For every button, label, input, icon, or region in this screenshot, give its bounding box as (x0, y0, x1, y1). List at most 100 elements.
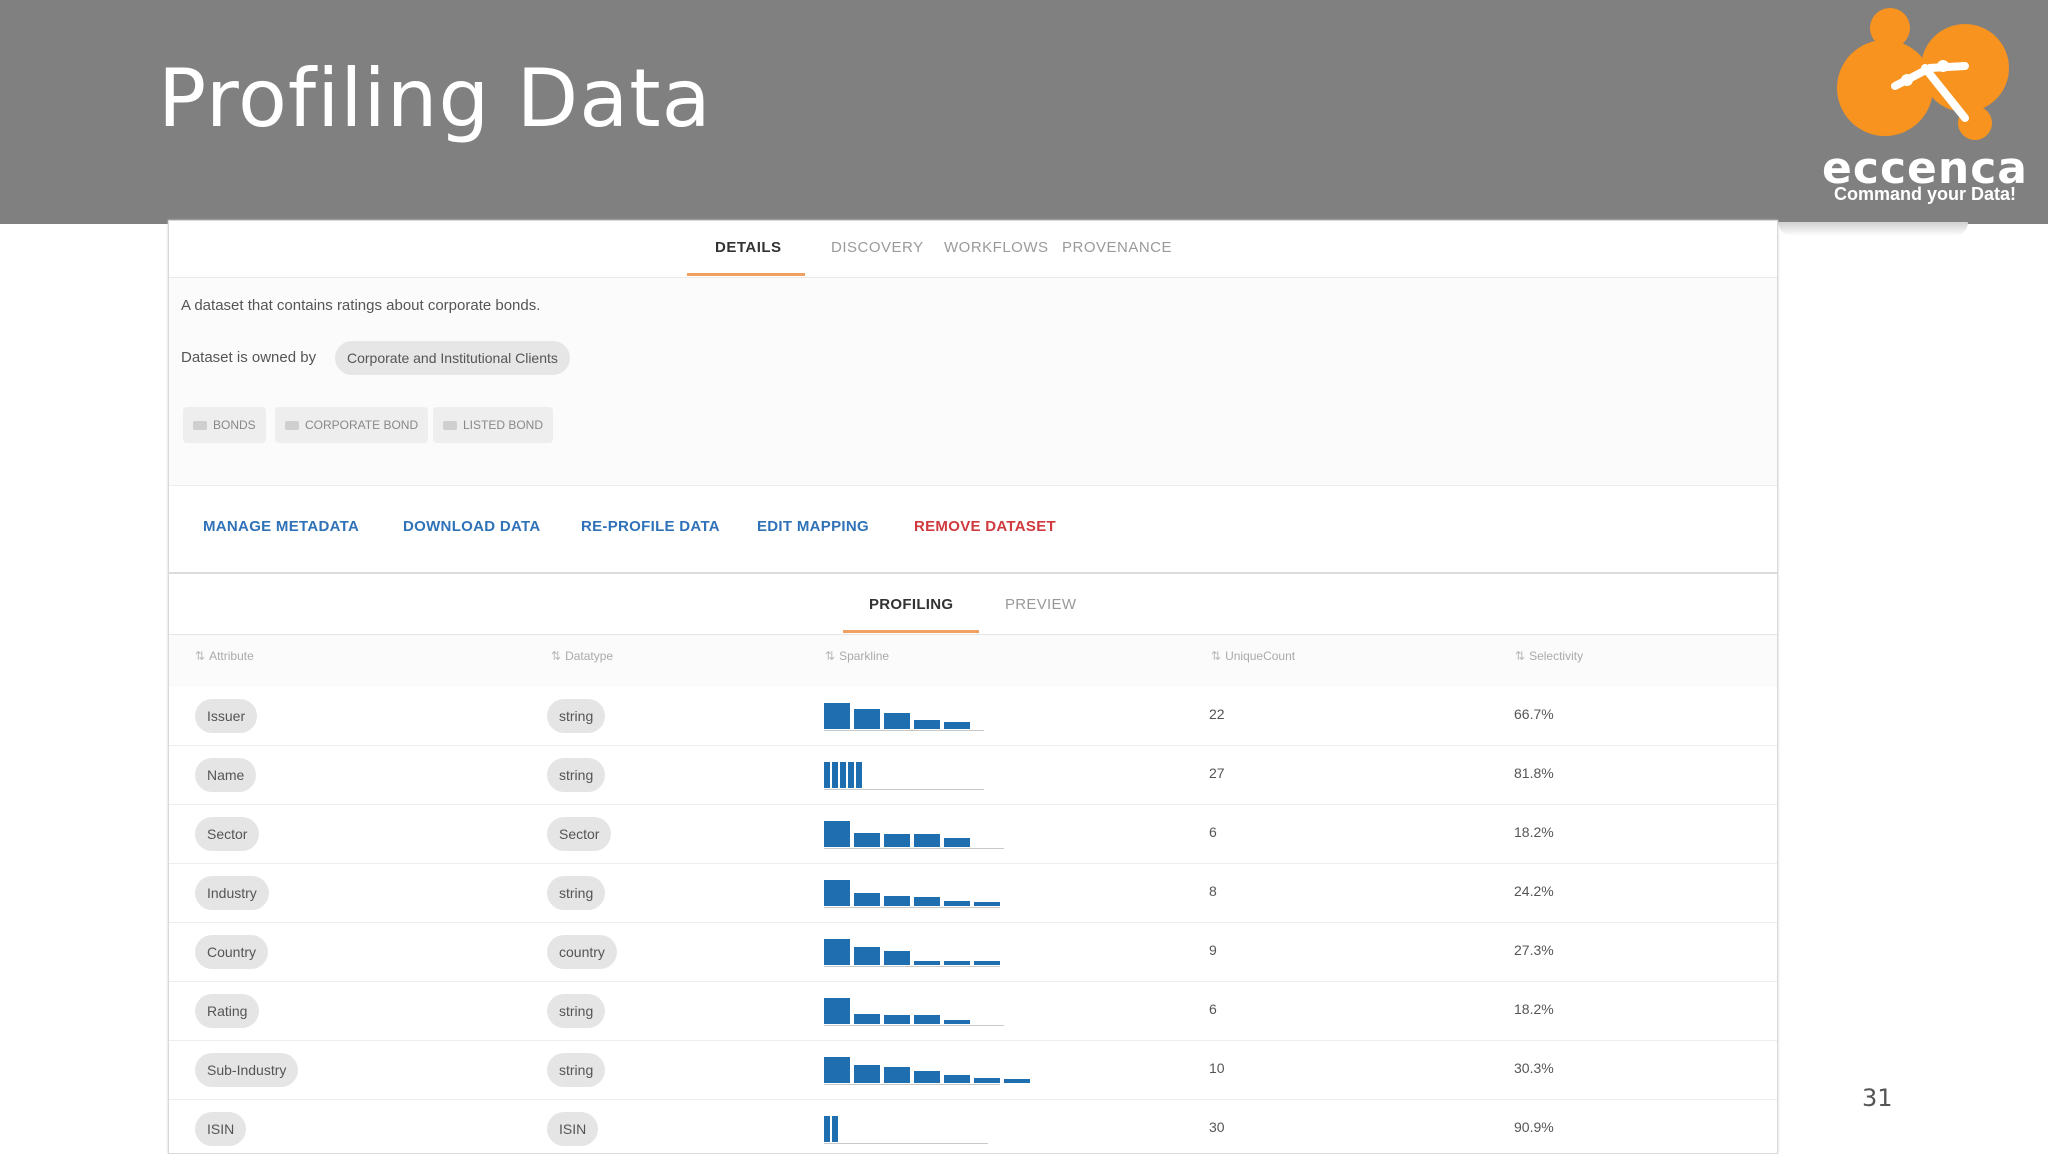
selectivity-cell: 30.3% (1514, 1060, 1554, 1076)
sparkline (824, 760, 984, 790)
sparkline-baseline (824, 730, 984, 731)
table-row[interactable]: Rating string 6 18.2% (169, 982, 1777, 1041)
datatype-chip[interactable]: string (547, 1053, 606, 1087)
sparkline (824, 937, 1000, 967)
datatype-chip[interactable]: Sector (547, 817, 612, 851)
slide-header: Profiling Data eccenca Command your Data… (0, 0, 2048, 224)
tab-details[interactable]: DETAILS (715, 239, 782, 256)
column-header-label: UniqueCount (1225, 649, 1296, 663)
datatype-chip[interactable]: ISIN (547, 1112, 599, 1146)
attribute-chip[interactable]: Rating (195, 994, 260, 1028)
table-row[interactable]: Industry string 8 24.2% (169, 864, 1777, 923)
sparkline-bar (854, 947, 880, 965)
tab-provenance[interactable]: PROVENANCE (1062, 239, 1173, 256)
datatype-chip[interactable]: string (547, 994, 606, 1028)
molecule-logo-icon (1837, 8, 2009, 140)
datatype-chip[interactable]: string (547, 699, 606, 733)
sparkline-bar (914, 897, 940, 906)
table-row[interactable]: Country country 9 27.3% (169, 923, 1777, 982)
download-data-button[interactable]: DOWNLOAD DATA (403, 518, 541, 535)
tag-listed-bond[interactable]: LISTED BOND (433, 407, 554, 443)
sparkline-bar (854, 833, 880, 847)
selectivity-cell: 24.2% (1514, 883, 1554, 899)
sparkline-bar (824, 821, 850, 847)
attribute-chip[interactable]: Country (195, 935, 269, 969)
sparkline-bar (944, 722, 970, 729)
column-header-selectivity[interactable]: ⇅ Selectivity (1515, 649, 1583, 663)
table-row[interactable]: Issuer string 22 66.7% (169, 687, 1777, 746)
sparkline-bar (832, 762, 838, 788)
subtab-active-indicator (843, 630, 979, 633)
sparkline-bar (914, 834, 940, 847)
column-header-sparkline[interactable]: ⇅ Sparkline (825, 649, 889, 663)
unique-count-cell: 8 (1209, 883, 1217, 899)
datatype-chip[interactable]: string (547, 758, 606, 792)
sort-icon: ⇅ (1211, 649, 1222, 663)
sparkline-bar (824, 703, 850, 729)
unique-count-cell: 6 (1209, 1001, 1217, 1017)
tag-bonds[interactable]: BONDS (183, 407, 266, 443)
sparkline-bar (974, 1078, 1000, 1083)
tab-profiling[interactable]: PROFILING (869, 596, 954, 613)
attribute-chip[interactable]: ISIN (195, 1112, 247, 1146)
column-header-attribute[interactable]: ⇅ Attribute (195, 649, 254, 663)
attribute-chip[interactable]: Issuer (195, 699, 258, 733)
datatype-chip[interactable]: country (547, 935, 617, 969)
sparkline-bar (856, 762, 862, 788)
sparkline-bar (974, 902, 1000, 906)
table-row[interactable]: Sector Sector 6 18.2% (169, 805, 1777, 864)
sparkline-bar (824, 762, 830, 788)
sparkline (824, 878, 1000, 908)
column-header-label: Attribute (209, 649, 254, 663)
tag-corporate-bond[interactable]: CORPORATE BOND (275, 407, 429, 443)
dataset-app-panel: DETAILS DISCOVERY WORKFLOWS PROVENANCE A… (168, 220, 1778, 1154)
attribute-chip[interactable]: Industry (195, 876, 269, 910)
selectivity-cell: 18.2% (1514, 1001, 1554, 1017)
sparkline-baseline (824, 966, 1000, 967)
datatype-chip[interactable]: string (547, 876, 606, 910)
sparkline-bar (944, 838, 970, 847)
selectivity-cell: 27.3% (1514, 942, 1554, 958)
sparkline-bar (1004, 1079, 1030, 1083)
owner-chip[interactable]: Corporate and Institutional Clients (335, 341, 570, 375)
sort-icon: ⇅ (825, 649, 836, 663)
sparkline-bar (884, 951, 910, 965)
attribute-chip[interactable]: Sector (195, 817, 260, 851)
edit-mapping-button[interactable]: EDIT MAPPING (757, 518, 869, 535)
eccenca-logo: eccenca Command your Data! (1815, 8, 2035, 208)
attribute-chip[interactable]: Sub-Industry (195, 1053, 299, 1087)
unique-count-cell: 30 (1209, 1119, 1225, 1135)
column-header-datatype[interactable]: ⇅ Datatype (551, 649, 613, 663)
sparkline (824, 996, 1004, 1026)
sparkline-bar (914, 1071, 940, 1083)
sparkline (824, 1114, 988, 1144)
tab-active-indicator (687, 273, 805, 276)
sparkline-baseline (824, 1143, 988, 1144)
sparkline-bar (824, 1057, 850, 1083)
re-profile-data-button[interactable]: RE-PROFILE DATA (581, 518, 720, 535)
sparkline-bar (832, 1116, 838, 1142)
table-row[interactable]: Sub-Industry string 10 30.3% (169, 1041, 1777, 1100)
sort-icon: ⇅ (551, 649, 562, 663)
manage-metadata-button[interactable]: MANAGE METADATA (203, 518, 360, 535)
sparkline-bar (884, 834, 910, 847)
remove-dataset-button[interactable]: REMOVE DATASET (914, 518, 1056, 535)
sparkline-baseline (824, 907, 1000, 908)
sparkline-bar (848, 762, 854, 788)
sparkline-bar (884, 713, 910, 729)
table-row[interactable]: ISIN ISIN 30 90.9% (169, 1100, 1777, 1153)
tag-label: LISTED BOND (463, 418, 544, 432)
tab-preview[interactable]: PREVIEW (1005, 596, 1077, 613)
unique-count-cell: 10 (1209, 1060, 1225, 1076)
tab-discovery[interactable]: DISCOVERY (831, 239, 924, 256)
table-row[interactable]: Name string 27 81.8% (169, 746, 1777, 805)
sparkline-bar (854, 1065, 880, 1083)
sparkline-bar (824, 939, 850, 965)
column-header-uniquecount[interactable]: ⇅ UniqueCount (1211, 649, 1295, 663)
tag-icon (193, 421, 207, 431)
attribute-chip[interactable]: Name (195, 758, 257, 792)
tab-workflows[interactable]: WORKFLOWS (944, 239, 1049, 256)
sort-icon: ⇅ (1515, 649, 1526, 663)
selectivity-cell: 90.9% (1514, 1119, 1554, 1135)
sparkline-bar (824, 880, 850, 906)
